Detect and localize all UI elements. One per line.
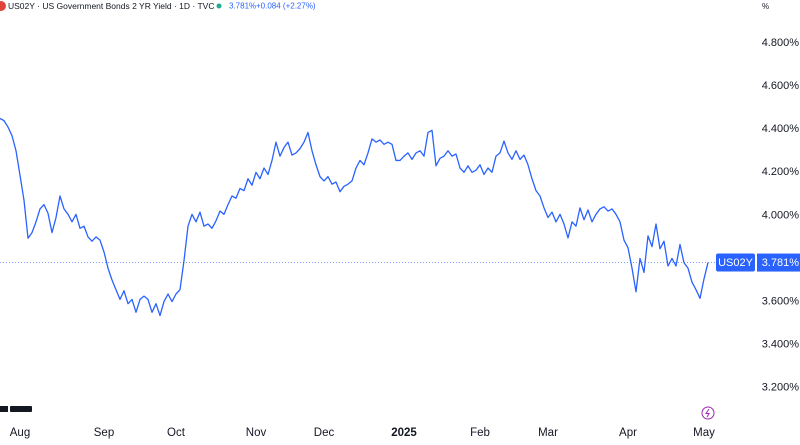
x-tick-label: Apr: [619, 427, 637, 439]
chart-title: US02Y · US Government Bonds 2 YR Yield ·…: [8, 1, 214, 11]
y-tick-label: 4.000%: [762, 209, 800, 221]
x-tick-label: Oct: [167, 427, 186, 439]
header-change: +0.084 (+2.27%): [256, 2, 316, 11]
event-icon-bolt: [705, 408, 710, 418]
x-tick-label: Mar: [538, 427, 558, 439]
y-tick-label: 4.200%: [762, 166, 800, 178]
series-name-tag: [716, 253, 755, 272]
tv-logo: [0, 406, 32, 412]
header-last: 3.781%: [229, 2, 256, 11]
x-tick-label: 2025: [391, 427, 417, 439]
x-tick-label: Aug: [10, 427, 30, 439]
y-tick-label: 3.400%: [762, 339, 800, 351]
x-tick-label: Nov: [246, 427, 267, 439]
y-tick-label: 3.200%: [762, 382, 800, 394]
y-tick-label: 4.800%: [762, 37, 800, 49]
last-value-tag: [757, 253, 800, 272]
y-tick-label: 4.600%: [762, 80, 800, 92]
x-tick-label: Dec: [314, 427, 335, 439]
x-tick-label: May: [693, 427, 715, 439]
x-tick-label: Sep: [94, 427, 114, 439]
status-dot: [216, 3, 222, 9]
y-unit: %: [762, 2, 769, 11]
series-line: [0, 117, 709, 317]
y-tick-label: 3.600%: [762, 295, 800, 307]
x-tick-label: Feb: [470, 427, 490, 439]
last-value-label: 3.781%: [762, 257, 800, 269]
series-name-label: US02Y: [718, 257, 754, 269]
event-icon[interactable]: [701, 406, 715, 420]
y-tick-label: 4.400%: [762, 123, 800, 135]
symbol-flag: [0, 1, 6, 11]
